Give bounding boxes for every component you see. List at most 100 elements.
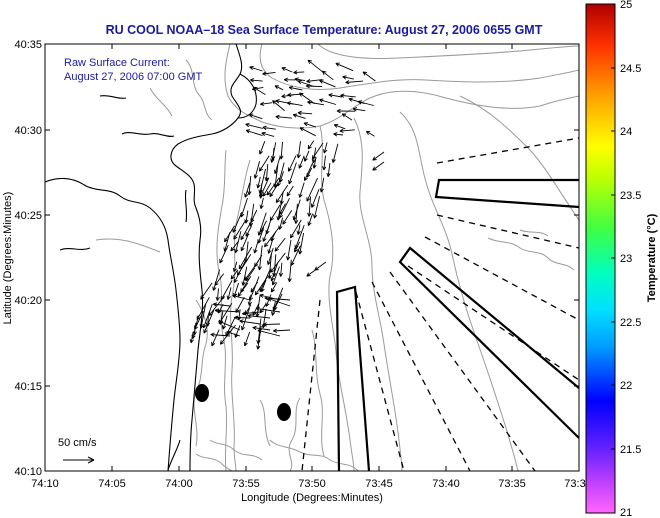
current-vector — [214, 273, 225, 286]
current-vector — [267, 297, 291, 307]
current-vector — [357, 100, 374, 106]
current-vector — [210, 332, 231, 337]
current-vector — [259, 303, 267, 314]
current-vector — [252, 303, 260, 316]
y-axis-label: Latitude (Degrees:Minutes) — [2, 192, 14, 325]
current-vector — [307, 213, 314, 227]
current-vector — [293, 203, 299, 224]
current-vector — [218, 320, 241, 331]
y-tick-label: 40:20 — [14, 295, 42, 307]
current-vector — [303, 122, 317, 128]
current-vector — [256, 176, 261, 189]
current-vector — [298, 232, 305, 255]
current-vector — [200, 282, 213, 300]
current-vector — [339, 128, 355, 133]
current-vector — [212, 302, 231, 307]
current-vector — [253, 86, 266, 95]
current-vector — [331, 143, 339, 163]
current-vector — [219, 324, 236, 345]
colorbar-tick-label: 23.5 — [620, 190, 641, 202]
current-vector — [226, 330, 241, 337]
current-vector — [365, 130, 375, 137]
site-marker-west — [195, 384, 209, 402]
x-tick-label: 73:45 — [365, 478, 393, 490]
current-vector — [248, 113, 263, 120]
current-vector — [278, 262, 284, 277]
colorbar-tick-label: 21 — [620, 507, 632, 518]
current-vector — [319, 98, 337, 105]
current-vector — [328, 93, 343, 98]
current-note-line1: Raw Surface Current: — [64, 57, 170, 69]
current-vector — [307, 140, 315, 150]
current-vector — [230, 241, 239, 252]
x-tick-label: 74:00 — [165, 478, 193, 490]
current-vector — [275, 114, 293, 120]
current-vector — [336, 108, 356, 114]
x-tick-label: 73:3 — [564, 478, 585, 490]
current-vector — [294, 241, 301, 253]
current-vector — [233, 259, 247, 283]
current-vector — [270, 282, 278, 293]
current-vector — [214, 308, 241, 313]
current-vector — [211, 329, 220, 347]
current-vector — [298, 155, 305, 169]
current-vector — [279, 141, 284, 160]
colorbar-tick-label: 21.5 — [620, 444, 641, 456]
current-vector — [212, 269, 221, 291]
current-vector — [221, 315, 228, 330]
current-vector — [298, 182, 305, 198]
map-plot-area — [44, 43, 580, 472]
x-tick-labels: 74:10 74:05 74:00 73:55 73:50 73:45 73:4… — [31, 478, 585, 490]
current-vector — [226, 287, 232, 300]
current-vector — [254, 276, 268, 296]
current-vector — [233, 315, 251, 320]
site-marker-east — [277, 403, 291, 421]
current-vector — [267, 253, 272, 279]
current-vector — [272, 328, 291, 333]
current-vector — [230, 269, 239, 280]
colorbar-tick-label: 22 — [620, 380, 632, 392]
current-vector — [279, 198, 290, 219]
current-vector — [323, 142, 328, 154]
current-vector — [306, 177, 318, 202]
current-vector — [326, 163, 331, 178]
current-vector — [258, 183, 263, 199]
current-vector — [249, 78, 263, 83]
current-vector — [292, 113, 306, 119]
current-vector — [274, 85, 284, 91]
current-vector — [260, 101, 273, 106]
current-vector — [257, 329, 281, 337]
current-vector — [249, 65, 263, 72]
scale-label: 50 cm/s — [58, 437, 97, 449]
current-vector — [345, 80, 364, 85]
scale-arrow — [63, 456, 95, 464]
current-vector — [279, 203, 286, 215]
current-vector — [306, 167, 313, 178]
current-vector — [286, 185, 294, 197]
current-note-line2: August 27, 2006 07:00 GMT — [64, 71, 202, 83]
current-vector — [262, 71, 276, 76]
current-vector — [275, 184, 289, 203]
current-vector — [278, 171, 284, 183]
current-vector — [259, 141, 266, 155]
current-vector — [310, 189, 320, 208]
current-vector — [241, 311, 261, 316]
current-vector — [340, 93, 356, 98]
current-vector — [244, 182, 251, 198]
current-vector — [215, 288, 220, 301]
current-vector — [307, 59, 323, 73]
current-vector — [237, 282, 249, 297]
current-vector — [305, 83, 323, 89]
current-vector — [335, 62, 354, 72]
current-vector — [270, 262, 279, 282]
current-vector — [269, 252, 286, 273]
colorbar-tick-label: 25 — [620, 0, 632, 11]
current-vector — [297, 110, 313, 116]
current-vector — [372, 161, 385, 171]
current-vector — [287, 259, 292, 283]
current-vector — [252, 325, 271, 331]
x-axis-label: Longitude (Degrees:Minutes) — [241, 492, 383, 504]
bathymetry-contours — [95, 44, 579, 471]
current-vector — [259, 197, 264, 209]
current-vector — [313, 196, 321, 219]
